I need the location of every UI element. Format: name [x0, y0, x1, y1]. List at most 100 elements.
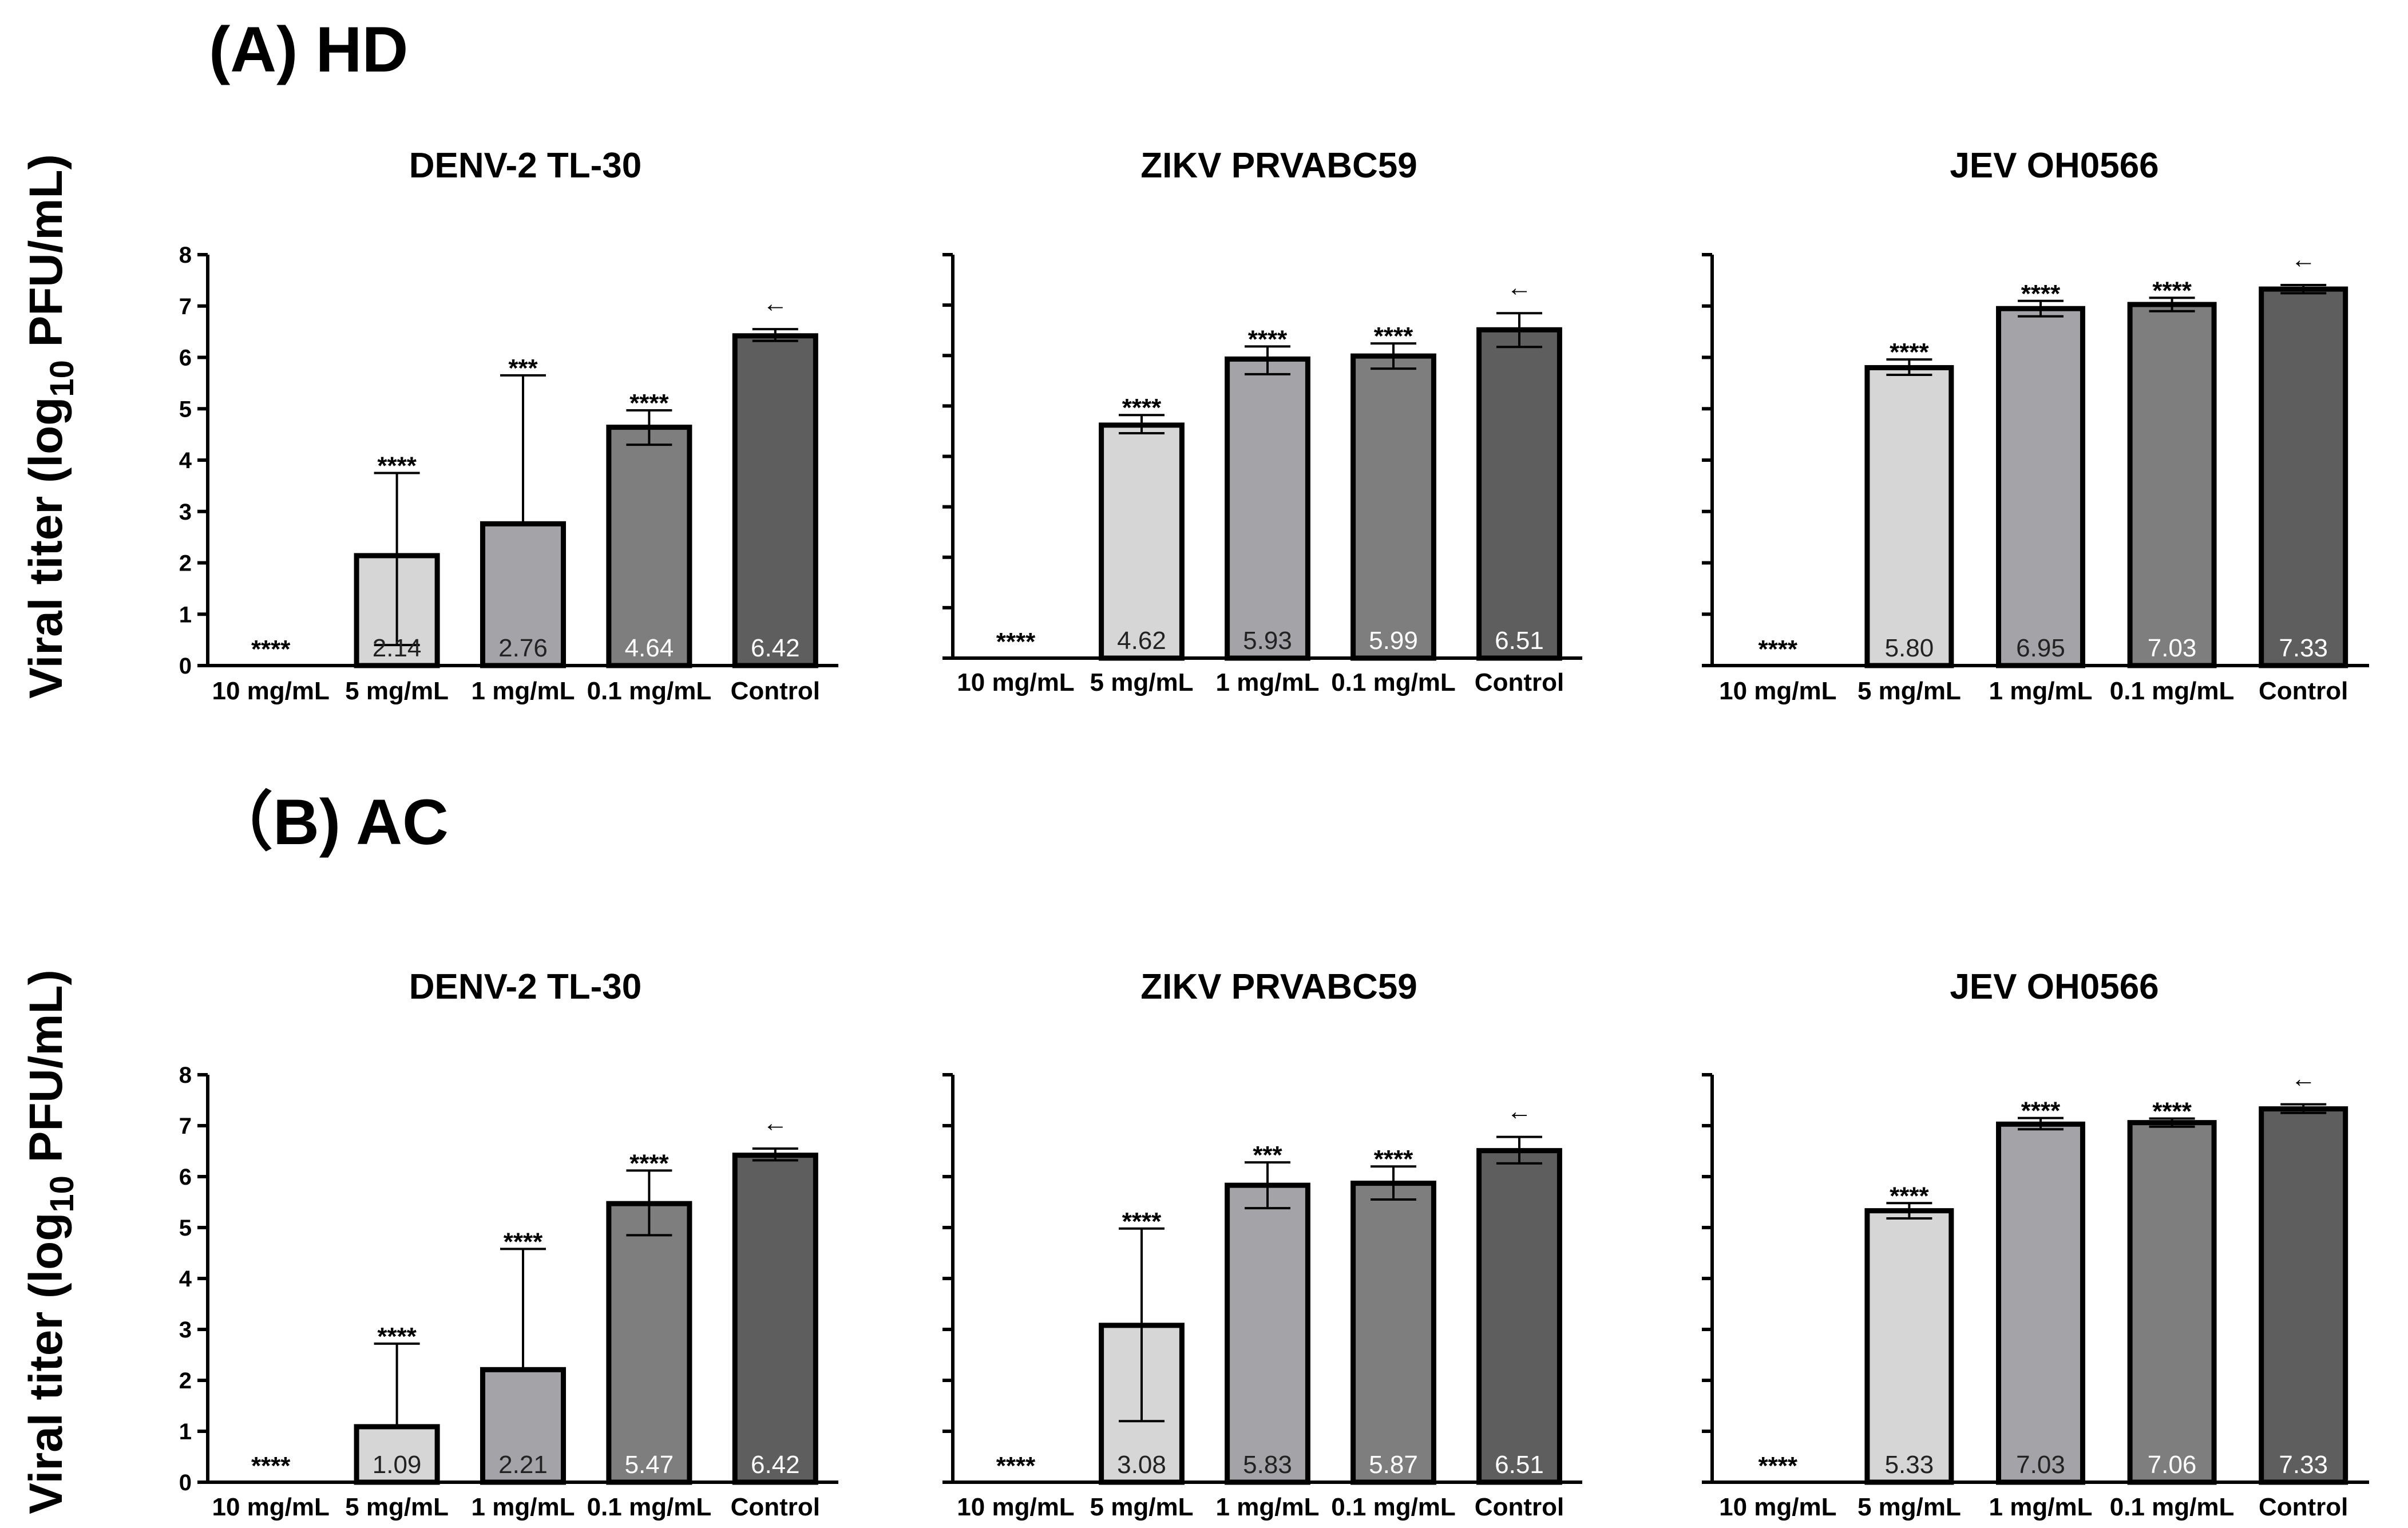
significance-label: **** — [377, 1323, 417, 1351]
arrow-marker: ← — [763, 1109, 788, 1137]
chart-title: ZIKV PRVABC59 — [1140, 146, 1417, 185]
category-label: 1 mg/mL — [1216, 1493, 1320, 1521]
bar — [1350, 353, 1436, 661]
y-tick-label: 8 — [179, 243, 192, 268]
category-label: Control — [731, 677, 820, 705]
arrow-marker: ← — [1507, 1098, 1532, 1126]
chart-2: ZIKV PRVABC59 10 mg/mL **** 5 mg/mL 4.62 ****… — [942, 146, 1582, 696]
significance-label: **** — [996, 628, 1036, 656]
y-tick-label: 0 — [179, 1470, 192, 1495]
y-tick-label: 1 — [179, 1419, 192, 1444]
data-label: 2.21 — [498, 1451, 548, 1479]
category-label: Control — [1475, 1493, 1564, 1521]
category-label: 0.1 mg/mL — [2110, 1493, 2235, 1521]
significance-label: **** — [1374, 1145, 1413, 1173]
chart-4: DENV-2 TL-30 0 1 2 3 4 5 6 7 8 10 mg/mL **** 5 mg/mL… — [179, 967, 838, 1521]
category-label: Control — [731, 1493, 820, 1521]
y-tick-label: 3 — [179, 1317, 192, 1343]
bar — [1350, 1181, 1436, 1485]
bar — [1996, 306, 2085, 668]
category-label: 1 mg/mL — [1216, 668, 1320, 696]
chart-1: DENV-2 TL-30 0 1 2 3 4 5 6 7 8 10 mg/mL **** 5 mg/mL… — [179, 146, 838, 705]
bar — [1864, 365, 1954, 668]
category-label: 5 mg/mL — [345, 677, 449, 705]
significance-label: **** — [1890, 338, 1929, 366]
data-label: 5.93 — [1243, 627, 1292, 655]
significance-label: **** — [1890, 1182, 1929, 1210]
charts-layer: DENV-2 TL-30 0 1 2 3 4 5 6 7 8 10 mg/mL **** 5 mg/mL… — [179, 146, 2369, 1521]
category-label: 1 mg/mL — [472, 677, 575, 705]
panel-title-b: （B) AC — [209, 786, 449, 858]
y-tick-label: 6 — [179, 1165, 192, 1190]
category-label: 0.1 mg/mL — [587, 1493, 712, 1521]
category-label: Control — [2259, 1493, 2348, 1521]
data-label: 4.64 — [625, 634, 674, 662]
arrow-marker: ← — [2291, 246, 2316, 274]
bar — [606, 1201, 692, 1485]
category-label: 5 mg/mL — [345, 1493, 449, 1521]
data-label: 3.08 — [1117, 1451, 1166, 1479]
data-label: 6.51 — [1495, 1451, 1544, 1479]
chart-3: JEV OH0566 10 mg/mL **** 5 mg/mL 5.80 **** 1 m… — [1702, 146, 2369, 705]
data-label: 5.87 — [1369, 1451, 1418, 1479]
chart-title: ZIKV PRVABC59 — [1140, 967, 1417, 1007]
y-tick-label: 5 — [179, 397, 192, 422]
data-label: 6.95 — [2016, 634, 2065, 662]
data-label: 6.51 — [1495, 627, 1544, 655]
bar — [2259, 1106, 2348, 1485]
significance-label: **** — [2021, 1097, 2061, 1125]
y-tick-label: 5 — [179, 1216, 192, 1241]
category-label: 0.1 mg/mL — [1331, 1493, 1456, 1521]
y-tick-label: 4 — [179, 448, 192, 473]
significance-label: **** — [251, 1452, 291, 1480]
category-label: 1 mg/mL — [472, 1493, 575, 1521]
significance-label: **** — [2152, 276, 2192, 304]
significance-label: **** — [1122, 394, 1162, 422]
data-label: 7.06 — [2148, 1451, 2197, 1479]
data-label: 2.76 — [498, 634, 548, 662]
y-tick-label: 7 — [179, 294, 192, 319]
significance-label: **** — [251, 635, 291, 663]
category-label: 0.1 mg/mL — [2110, 677, 2235, 705]
significance-label: **** — [2152, 1098, 2192, 1126]
panel-title-a: (A) HD — [209, 14, 408, 85]
data-label: 5.99 — [1369, 627, 1418, 655]
chart-title: DENV-2 TL-30 — [409, 967, 642, 1007]
category-label: 10 mg/mL — [212, 1493, 330, 1521]
category-label: 1 mg/mL — [1989, 677, 2093, 705]
category-label: 10 mg/mL — [957, 1493, 1074, 1521]
category-label: 10 mg/mL — [212, 677, 330, 705]
category-label: 5 mg/mL — [1858, 1493, 1961, 1521]
bar — [1476, 327, 1562, 661]
bar — [1099, 422, 1185, 661]
bar — [480, 1367, 567, 1485]
category-label: Control — [1475, 668, 1564, 696]
arrow-marker: ← — [763, 290, 788, 318]
significance-label: **** — [1759, 635, 1798, 663]
category-label: 0.1 mg/mL — [587, 677, 712, 705]
bar — [1864, 1208, 1954, 1485]
category-label: Control — [2259, 677, 2348, 705]
category-label: 10 mg/mL — [1719, 677, 1836, 705]
significance-label: **** — [629, 389, 669, 417]
significance-label: **** — [629, 1149, 669, 1177]
y-axis-label-b: Viral titer (log10 PFU/mL) — [20, 969, 81, 1514]
data-label: 5.33 — [1885, 1451, 1934, 1479]
significance-label: **** — [2021, 280, 2061, 308]
y-tick-label: 2 — [179, 1368, 192, 1394]
y-tick-label: 7 — [179, 1114, 192, 1139]
data-label: 4.62 — [1117, 627, 1166, 655]
significance-label: **** — [1759, 1452, 1798, 1480]
data-label: 5.47 — [625, 1451, 674, 1479]
significance-label: **** — [996, 1452, 1036, 1480]
data-label: 5.83 — [1243, 1451, 1292, 1479]
bar — [1996, 1121, 2085, 1485]
bar — [480, 521, 567, 668]
y-tick-label: 6 — [179, 346, 192, 371]
bar — [2127, 1120, 2217, 1485]
bar — [732, 333, 818, 668]
chart-title: JEV OH0566 — [1950, 146, 2159, 185]
category-label: 1 mg/mL — [1989, 1493, 2093, 1521]
